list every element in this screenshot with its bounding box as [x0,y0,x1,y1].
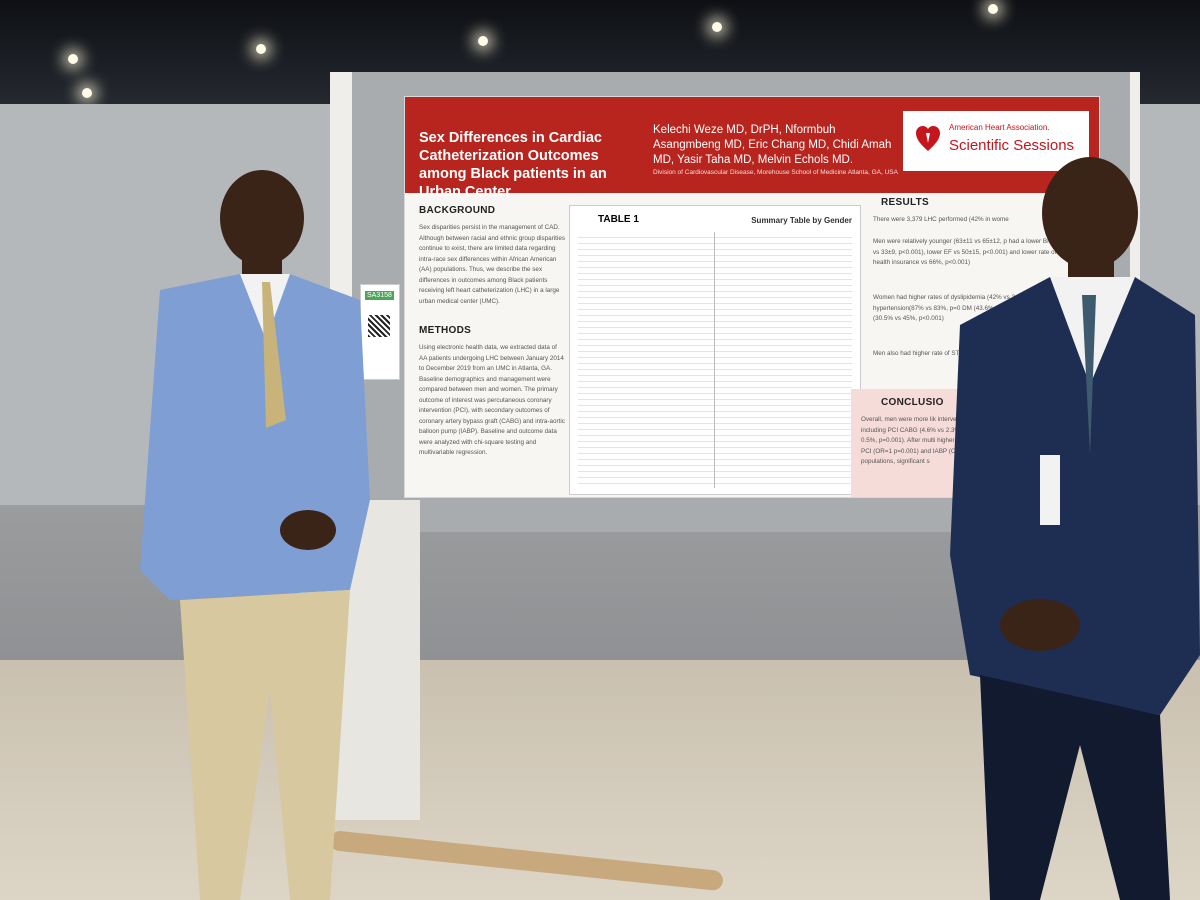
presenter-right [950,157,1200,900]
results-men-2: Men also had higher rate of ST NSTEMI 29… [873,350,1041,357]
methods-heading: METHODS [419,325,472,336]
poster-authors: Kelechi Weze MD, DrPH, Nformbuh Asangmbe… [653,124,892,166]
board-number: SA3158 [365,291,394,300]
board-number-card: SA3158 [360,284,400,380]
background-text: Sex disparities persist in the managemen… [419,224,565,305]
aha-org-name: American Heart Association. [949,123,1050,132]
ceiling-light [68,54,78,64]
table-title: TABLE 1 [598,214,639,225]
results-heading: RESULTS [881,197,930,208]
aha-logo: American Heart Association. Scientific S… [903,111,1089,171]
summary-table: TABLE 1 Summary Table by Gender [569,205,861,495]
presenter-left [140,170,370,900]
conclusion-heading: CONCLUSIO [881,397,944,408]
results-women: Women had higher rates of dyslipidemia (… [873,294,1061,322]
ceiling-light [712,22,722,32]
aha-event-name: Scientific Sessions [949,137,1075,154]
conclusion-text: Overall, men were more lik intervention … [861,416,978,465]
results-men: Men were relatively younger (63±11 vs 65… [873,238,1072,266]
methods-text: Using electronic health data, we extract… [419,344,565,456]
table-caption: Summary Table by Gender [751,216,852,225]
ceiling-light [478,36,488,46]
poster-affiliation: Division of Cardiovascular Disease, More… [653,169,898,176]
poster-title: Sex Differences in Cardiac Catheterizati… [419,130,607,200]
results-text: There were 3,379 LHC performed (42% in w… [873,216,1009,223]
poster-header: Sex Differences in Cardiac Catheterizati… [405,97,1099,200]
ceiling-light [256,44,266,54]
background-heading: BACKGROUND [419,205,496,216]
table-rows [578,232,852,488]
ceiling-light [988,4,998,14]
heart-torch-icon [916,126,940,151]
ceiling-light [82,88,92,98]
qr-code-icon [368,315,390,337]
